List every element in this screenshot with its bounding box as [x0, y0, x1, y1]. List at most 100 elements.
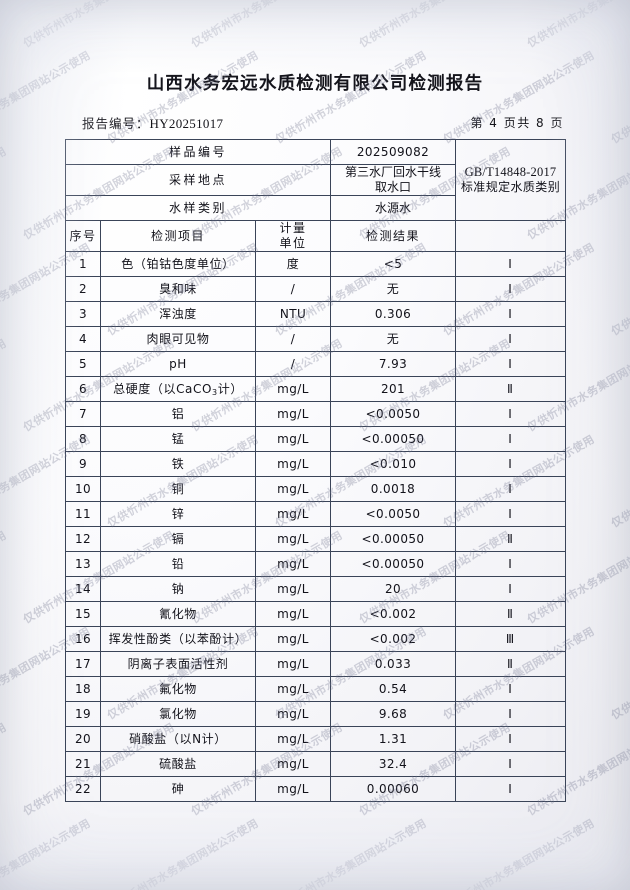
table-row: 7 铝 mg/L <0.0050 Ⅰ: [65, 401, 566, 427]
table-row: 18 氟化物 mg/L 0.54 Ⅰ: [65, 676, 566, 702]
column-header-unit-line1: 计量: [279, 221, 307, 235]
cell-no: 9: [65, 451, 101, 477]
column-header-result: 检测结果: [330, 220, 456, 252]
cell-no: 2: [65, 276, 101, 302]
cell-result: <5: [330, 251, 456, 277]
table-row: 3 浑浊度 NTU 0.306 Ⅰ: [65, 301, 566, 327]
cell-result: <0.002: [330, 626, 456, 652]
sample-location-label: 采样地点: [65, 164, 331, 196]
cell-result: 0.54: [330, 676, 456, 702]
table-row: 20 硝酸盐（以N计） mg/L 1.31 Ⅰ: [65, 726, 566, 752]
cell-result: 0.306: [330, 301, 456, 327]
table-row: 16 挥发性酚类（以苯酚计） mg/L <0.002 Ⅲ: [65, 626, 566, 652]
table-row: 10 铜 mg/L 0.0018 Ⅰ: [65, 476, 566, 502]
cell-result: 7.93: [330, 351, 456, 377]
cell-result: 0.0018: [330, 476, 456, 502]
table-row: 1 色（铂钴色度单位）度 <5 Ⅰ: [65, 251, 566, 277]
cell-cls: Ⅰ: [455, 751, 566, 777]
sample-type-label: 水样类别: [65, 195, 331, 221]
cell-item: 铜: [100, 476, 256, 502]
cell-unit: mg/L: [255, 526, 331, 552]
sample-no-row: 样品编号 202509082 GB/T14848-2017 标准规定水质类别: [65, 139, 566, 221]
table-row: 13 铅 mg/L <0.00050 Ⅰ: [65, 551, 566, 577]
cell-item: 氟化物: [100, 676, 256, 702]
cell-unit: mg/L: [255, 701, 331, 727]
watermark-text: 仅供忻州市水务集团网站公示使用: [609, 816, 630, 890]
cell-no: 11: [65, 501, 101, 527]
sample-location-line2: 取水口: [374, 180, 411, 194]
cell-item: 浑浊度: [100, 301, 256, 327]
cell-cls: Ⅰ: [455, 451, 566, 477]
cell-cls: Ⅱ: [455, 376, 566, 402]
cell-result: 32.4: [330, 751, 456, 777]
cell-item: 色（铂钴色度单位）: [100, 251, 256, 277]
standard-desc: 标准规定水质类别: [460, 180, 561, 195]
watermark-text: 仅供忻州市水务集团网站公示使用: [0, 816, 93, 890]
cell-unit: NTU: [255, 301, 331, 327]
cell-item: 总硬度（以CaCO3计）: [100, 376, 256, 402]
column-header-unit-line2: 单位: [279, 236, 307, 250]
cell-no: 20: [65, 726, 101, 752]
cell-item: 挥发性酚类（以苯酚计）: [100, 626, 256, 652]
watermark-text: 仅供忻州市水务集团网站公示使用: [105, 816, 261, 890]
cell-no: 14: [65, 576, 101, 602]
sample-no-value: 202509082: [330, 139, 456, 165]
cell-result: <0.0050: [330, 501, 456, 527]
cell-item: 铁: [100, 451, 256, 477]
table-row: 15 氰化物 mg/L <0.002 Ⅱ: [65, 601, 566, 627]
cell-cls: Ⅰ: [455, 726, 566, 752]
cell-unit: mg/L: [255, 601, 331, 627]
cell-cls: Ⅰ: [455, 326, 566, 352]
cell-cls: Ⅱ: [455, 526, 566, 552]
cell-unit: mg/L: [255, 751, 331, 777]
table-row: 21 硫酸盐 mg/L 32.4 Ⅰ: [65, 751, 566, 777]
cell-item: pH: [100, 351, 256, 377]
cell-item: 臭和味: [100, 276, 256, 302]
sample-no-label: 样品编号: [65, 139, 331, 165]
cell-cls: Ⅰ: [455, 251, 566, 277]
cell-no: 15: [65, 601, 101, 627]
cell-no: 4: [65, 326, 101, 352]
table-row: 9 铁 mg/L <0.010 Ⅰ: [65, 451, 566, 477]
cell-item: 硫酸盐: [100, 751, 256, 777]
table-row: 12 镉 mg/L <0.00050 Ⅱ: [65, 526, 566, 552]
table-row: 14 钠 mg/L 20 Ⅰ: [65, 576, 566, 602]
cell-item: 钠: [100, 576, 256, 602]
cell-item: 氰化物: [100, 601, 256, 627]
page-indicator: 第 4 页共 8 页: [470, 116, 564, 130]
cell-result: 9.68: [330, 701, 456, 727]
report-number: 报告编号：HY20251017: [82, 113, 223, 132]
cell-unit: /: [255, 326, 331, 352]
cell-no: 19: [65, 701, 101, 727]
column-header-item: 检测项目: [100, 220, 256, 252]
cell-no: 22: [65, 776, 101, 802]
column-header-class: [455, 220, 566, 252]
cell-result: 1.31: [330, 726, 456, 752]
table-row: 22 砷 mg/L 0.00060 Ⅰ: [65, 776, 566, 802]
results-table: 样品编号 202509082 GB/T14848-2017 标准规定水质类别 采…: [65, 139, 566, 802]
cell-unit: mg/L: [255, 576, 331, 602]
table-row: 19 氯化物 mg/L 9.68 Ⅰ: [65, 701, 566, 727]
cell-item: 砷: [100, 776, 256, 802]
cell-cls: Ⅰ: [455, 501, 566, 527]
page-title: 山西水务宏远水质检测有限公司检测报告: [146, 74, 484, 94]
cell-unit: mg/L: [255, 726, 331, 752]
cell-unit: mg/L: [255, 376, 331, 402]
cell-cls: Ⅰ: [455, 701, 566, 727]
cell-item: 锰: [100, 426, 256, 452]
cell-cls: Ⅲ: [455, 626, 566, 652]
cell-cls: Ⅰ: [455, 276, 566, 302]
cell-cls: Ⅰ: [455, 301, 566, 327]
cell-no: 3: [65, 301, 101, 327]
table-row: 6 总硬度（以CaCO3计） mg/L 201 Ⅱ: [65, 376, 566, 402]
cell-cls: Ⅰ: [455, 476, 566, 502]
cell-unit: mg/L: [255, 626, 331, 652]
table-row: 2 臭和味 / 无 Ⅰ: [65, 276, 566, 302]
cell-cls: Ⅰ: [455, 776, 566, 802]
cell-result: <0.0050: [330, 401, 456, 427]
cell-result: 0.033: [330, 651, 456, 677]
watermark-text: 仅供忻州市水务集团网站公示使用: [441, 816, 597, 890]
table-row: 5 pH/7.93 Ⅰ: [65, 351, 566, 377]
document-content: 山西水务宏远水质检测有限公司检测报告 报告编号：HY20251017 第 4 页…: [65, 74, 566, 802]
cell-result: 无: [330, 276, 456, 302]
